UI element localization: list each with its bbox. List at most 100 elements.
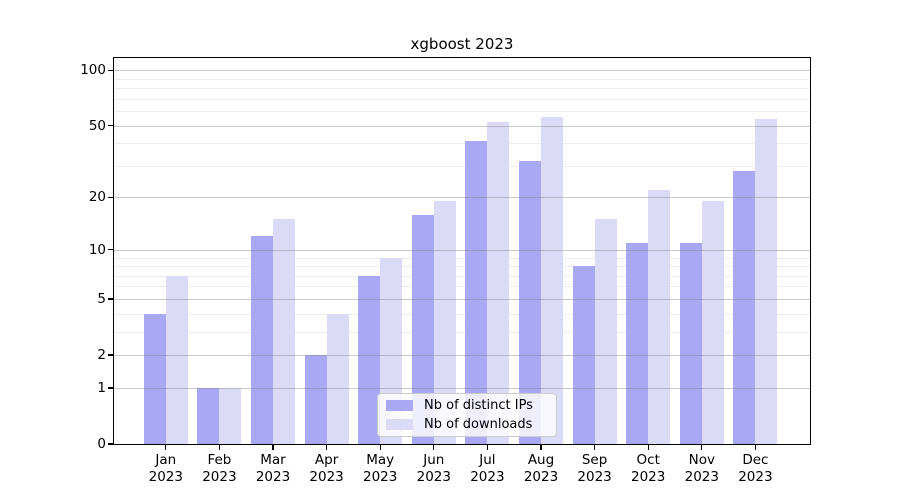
x-tick-label: Sep 2023 bbox=[555, 452, 635, 485]
bar-downloads-oct bbox=[648, 190, 671, 444]
x-tick-label: Dec 2023 bbox=[715, 452, 795, 485]
y-tick-mark bbox=[108, 124, 114, 127]
x-tick-mark bbox=[701, 445, 703, 450]
x-tick-label: May 2023 bbox=[340, 452, 420, 485]
major-gridline bbox=[114, 298, 811, 300]
y-tick-mark bbox=[108, 387, 114, 389]
x-tick-year: 2023 bbox=[416, 468, 451, 485]
bar-downloads-mar bbox=[273, 219, 295, 444]
x-tick-year: 2023 bbox=[309, 468, 344, 485]
x-tick-month: Sep bbox=[581, 452, 608, 468]
x-tick-year: 2023 bbox=[684, 468, 719, 485]
x-tick-year: 2023 bbox=[631, 468, 666, 485]
y-tick-label: 0 bbox=[97, 436, 106, 452]
legend-row: Nb of downloads bbox=[386, 417, 548, 432]
major-gridline bbox=[114, 125, 811, 127]
bar-ips-jan bbox=[143, 313, 166, 444]
y-tick-label: 1 bbox=[97, 379, 106, 396]
x-tick-month: Jul bbox=[479, 452, 496, 468]
y-tick-label: 100 bbox=[80, 62, 106, 79]
legend-label: Nb of downloads bbox=[424, 417, 533, 432]
x-tick-year: 2023 bbox=[523, 468, 559, 485]
bar-ips-nov bbox=[679, 242, 702, 444]
x-tick-mark bbox=[165, 445, 167, 450]
minor-gridline bbox=[114, 331, 811, 333]
minor-gridline bbox=[114, 165, 811, 167]
x-tick-year: 2023 bbox=[363, 468, 398, 485]
x-tick-month: Apr bbox=[314, 452, 339, 468]
y-tick-mark bbox=[108, 249, 114, 251]
x-tick-year: 2023 bbox=[470, 468, 505, 485]
major-gridline bbox=[114, 70, 811, 72]
bar-downloads-jul bbox=[487, 122, 510, 444]
x-tick-label: Jun 2023 bbox=[394, 452, 474, 485]
x-tick-year: 2023 bbox=[255, 468, 291, 485]
x-tick-month: Jan bbox=[155, 452, 177, 468]
x-tick-label: Apr 2023 bbox=[287, 452, 367, 485]
y-tick-mark bbox=[108, 443, 114, 445]
x-tick-mark bbox=[754, 445, 757, 450]
legend-swatch-downloads bbox=[386, 419, 413, 430]
y-tick-label: 10 bbox=[88, 241, 106, 258]
x-tick-month: Nov bbox=[688, 452, 715, 468]
minor-gridline bbox=[114, 111, 811, 112]
bar-ips-mar bbox=[251, 236, 273, 444]
x-tick-year: 2023 bbox=[738, 468, 773, 485]
x-tick-label: Mar 2023 bbox=[233, 452, 313, 485]
x-tick-mark bbox=[379, 445, 381, 450]
bar-ips-oct bbox=[626, 242, 649, 444]
minor-gridline bbox=[114, 275, 811, 277]
bar-ips-feb bbox=[197, 387, 220, 444]
y-tick-label: 5 bbox=[97, 290, 106, 307]
x-tick-mark bbox=[593, 445, 596, 450]
legend-row: Nb of distinct IPs bbox=[386, 398, 548, 413]
x-tick-mark bbox=[433, 445, 435, 450]
x-tick-mark bbox=[540, 445, 542, 450]
bar-ips-sep bbox=[572, 266, 595, 444]
bar-downloads-apr bbox=[326, 313, 349, 444]
chart-title: xgboost 2023 bbox=[410, 35, 514, 53]
major-gridline bbox=[114, 387, 811, 389]
bar-downloads-jan bbox=[165, 275, 188, 444]
x-tick-mark bbox=[218, 445, 221, 450]
x-tick-mark bbox=[325, 445, 328, 450]
legend: Nb of distinct IPs Nb of downloads bbox=[377, 393, 557, 437]
y-tick-label: 2 bbox=[97, 347, 106, 363]
bar-downloads-nov bbox=[701, 201, 724, 444]
minor-gridline bbox=[114, 286, 811, 288]
major-gridline bbox=[114, 197, 811, 199]
x-tick-label: Oct 2023 bbox=[608, 452, 688, 485]
bar-ips-may bbox=[358, 275, 381, 444]
x-tick-month: Aug bbox=[527, 452, 555, 468]
y-tick-mark bbox=[108, 298, 114, 300]
legend-label: Nb of distinct IPs bbox=[424, 398, 533, 413]
y-tick-mark bbox=[108, 354, 114, 356]
bar-ips-apr bbox=[304, 355, 327, 444]
y-tick-label: 20 bbox=[88, 189, 106, 206]
x-tick-month: Mar bbox=[260, 452, 286, 468]
bar-ips-jun bbox=[411, 214, 434, 444]
bar-ips-aug bbox=[519, 160, 541, 444]
y-tick-mark bbox=[108, 69, 114, 71]
major-gridline bbox=[114, 249, 811, 251]
x-tick-mark bbox=[647, 445, 649, 450]
y-tick-label: 50 bbox=[88, 117, 106, 134]
bar-ips-dec bbox=[733, 171, 756, 444]
x-tick-month: May bbox=[366, 452, 395, 468]
minor-gridline bbox=[114, 88, 811, 89]
minor-gridline bbox=[114, 266, 811, 267]
bar-downloads-dec bbox=[755, 119, 778, 444]
minor-gridline bbox=[114, 78, 811, 80]
x-tick-label: Nov 2023 bbox=[662, 452, 742, 485]
minor-gridline bbox=[114, 98, 811, 100]
minor-gridline bbox=[114, 143, 811, 145]
minor-gridline bbox=[114, 257, 811, 259]
x-tick-label: Feb 2023 bbox=[179, 452, 259, 485]
x-tick-year: 2023 bbox=[202, 468, 237, 485]
x-tick-mark bbox=[272, 445, 274, 450]
x-tick-month: Jun bbox=[423, 452, 445, 468]
x-tick-year: 2023 bbox=[148, 468, 183, 485]
x-tick-month: Dec bbox=[742, 452, 769, 468]
